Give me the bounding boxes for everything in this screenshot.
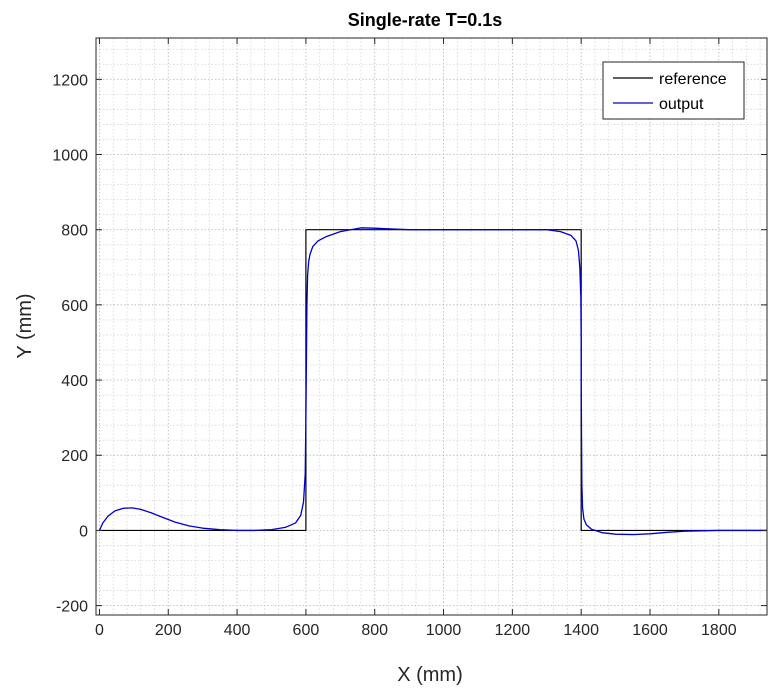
x-tick-label: 200 bbox=[155, 622, 182, 639]
ticks: 0 200 400 600 800 1000 1200 1400 1600 1800 -200 0 20… bbox=[52, 38, 767, 639]
y-tick-label: 400 bbox=[61, 373, 88, 390]
axes-box bbox=[95, 37, 768, 616]
x-tick-label: 1200 bbox=[495, 622, 531, 639]
x-tick-label: 600 bbox=[293, 622, 320, 639]
plot-area bbox=[96, 38, 767, 615]
legend: reference output bbox=[602, 61, 745, 120]
x-tick-label: 0 bbox=[95, 622, 104, 639]
y-tick-label: 0 bbox=[79, 523, 88, 540]
y-tick-label: 800 bbox=[61, 223, 88, 240]
y-axis-label: Y (mm) bbox=[14, 293, 36, 358]
legend-label-reference: reference bbox=[659, 71, 727, 88]
y-tick-label: 600 bbox=[61, 298, 88, 315]
series-group bbox=[98, 227, 767, 536]
x-axis-label: X (mm) bbox=[397, 664, 463, 686]
plot-background bbox=[96, 38, 767, 615]
y-tick-label: -200 bbox=[56, 599, 88, 616]
legend-label-output: output bbox=[659, 96, 704, 113]
series-line-output bbox=[98, 227, 767, 536]
legend-box bbox=[602, 61, 745, 120]
x-tick-label: 1600 bbox=[632, 622, 668, 639]
x-tick-label: 400 bbox=[224, 622, 251, 639]
axes bbox=[95, 37, 768, 616]
y-tick-label: 1000 bbox=[52, 148, 88, 165]
minor-grid bbox=[96, 38, 767, 615]
x-tick-label: 800 bbox=[361, 622, 388, 639]
x-tick-label: 1800 bbox=[701, 622, 737, 639]
y-tick-label: 200 bbox=[61, 448, 88, 465]
x-tick-label: 1400 bbox=[563, 622, 599, 639]
y-tick-label: 1200 bbox=[52, 72, 88, 89]
x-tick-label: 1000 bbox=[426, 622, 462, 639]
chart-title: Single-rate T=0.1s bbox=[348, 10, 503, 30]
